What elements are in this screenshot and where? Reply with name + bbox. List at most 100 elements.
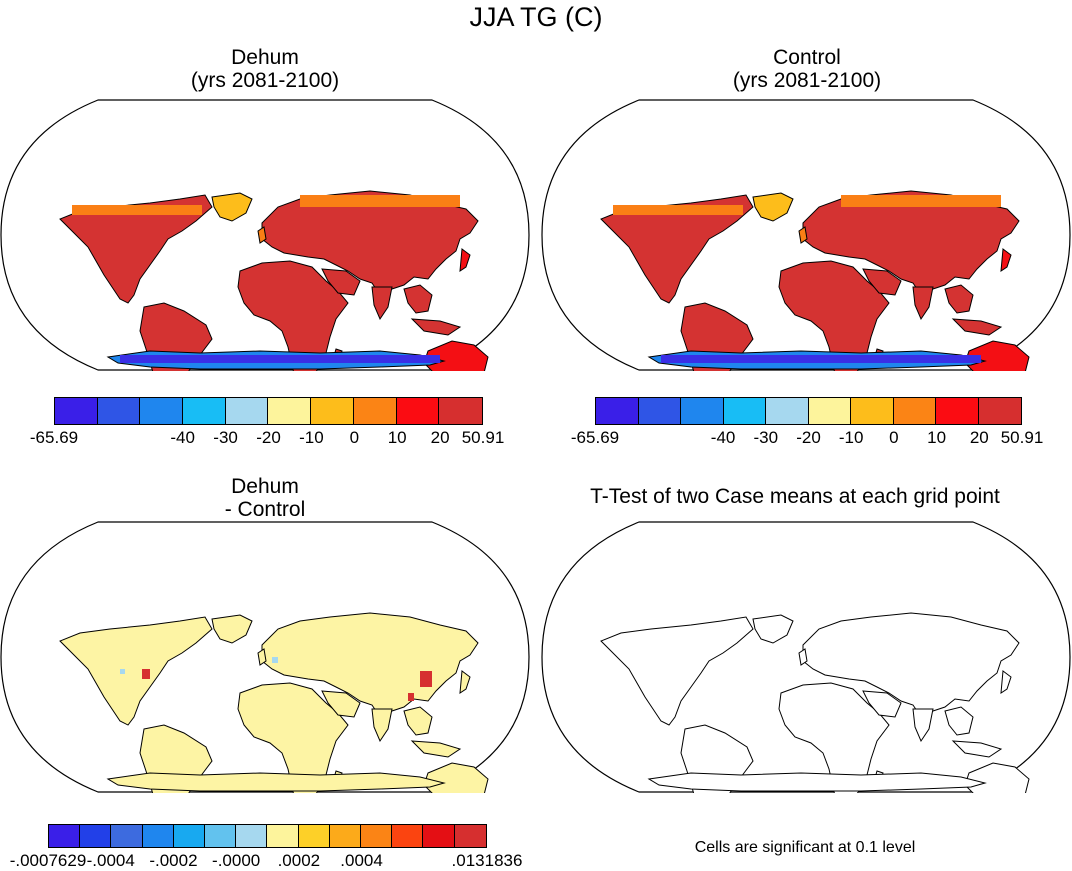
siberia-warm-band (300, 195, 460, 207)
japan-landmass (1000, 670, 1012, 694)
arabia-landmass (862, 690, 902, 718)
colorbar-tick-label: 10 (387, 428, 407, 447)
colorbar-swatch (808, 398, 851, 424)
colorbar-tick-label: -20 (796, 428, 821, 447)
indonesia-landmass (951, 740, 1003, 758)
colorbar-tick-label: -10 (299, 428, 324, 447)
europeAsia-landmass (261, 190, 479, 296)
colorbar-swatch (311, 398, 354, 424)
colorbar-tick-label: 0 (349, 428, 360, 447)
seAsia-landmass (944, 706, 974, 736)
colorbar-tick-label: -.0002 (149, 851, 198, 870)
europeAsia-landmass (261, 612, 479, 718)
colorbar-swatch (723, 398, 766, 424)
south-china-anomaly (408, 693, 414, 701)
diff-title-line2: - Control (224, 498, 306, 521)
colorbar-tick-label: 20 (969, 428, 989, 447)
colorbar-swatch (80, 825, 112, 847)
uk-landmass (798, 226, 808, 244)
colorbar-swatch (142, 825, 174, 847)
us-east-anomaly (142, 669, 150, 679)
antarctica-landmass (106, 772, 446, 792)
colorbar-swatch (55, 398, 98, 424)
arabia-landmass (862, 268, 902, 296)
siberia-warm-band (841, 195, 1001, 207)
colorbar-swatch (936, 398, 979, 424)
colorbar-swatch (439, 398, 482, 424)
colorbar-swatch (851, 398, 894, 424)
seAsia-landmass (944, 284, 974, 314)
northAmerica-landmass (59, 616, 213, 726)
colorbar-tick-label: -.0004 (86, 851, 135, 870)
colorbar-tick-label: -30 (213, 428, 238, 447)
diff-colorbar-labels: -.0007629 -.0004 -.0002 -.0000 .0002 .0004 .01… (0, 849, 530, 871)
control-title-line2: (yrs 2081-2100) (732, 69, 882, 92)
arabia-landmass (321, 690, 361, 718)
greenland-landmass (752, 614, 794, 644)
colorbar-swatch (268, 398, 312, 424)
seAsia-landmass (403, 284, 433, 314)
colorbar-swatch (173, 825, 206, 847)
colorbar-tick-label: 50.91 (1000, 428, 1044, 447)
antarctica-interior (661, 355, 981, 363)
colorbar-swatch (392, 825, 424, 847)
europe-cool-cell (272, 657, 278, 663)
europeAsia-landmass (802, 612, 1020, 718)
greenland-landmass (211, 614, 253, 644)
colorbar-tick-label: -.0000 (212, 851, 261, 870)
colorbar-tick-label: 50.91 (461, 428, 505, 447)
colorbar-swatch (681, 398, 724, 424)
dehum-map (0, 99, 530, 371)
australia-landmass (423, 762, 489, 793)
control-panel-title: Control (yrs 2081-2100) (657, 46, 957, 92)
dehum-title-line1: Dehum (231, 46, 299, 69)
significance-note: Cells are significant at 0.1 level (694, 839, 916, 856)
colorbar-swatch (454, 825, 486, 847)
dehum-colorbar (54, 397, 483, 425)
colorbar-tick-label: -40 (710, 428, 736, 447)
colorbar-swatch (423, 825, 455, 847)
control-colorbar-labels: -65.69 -40 -30 -20 -10 0 10 20 50.91 (0, 426, 1072, 448)
colorbar-tick-label: -30 (753, 428, 779, 447)
uk-landmass (798, 648, 808, 666)
india-landmass (371, 286, 393, 321)
indonesia-landmass (951, 318, 1003, 336)
diff-panel-title: Dehum - Control (115, 475, 415, 521)
antarctica-landmass (647, 772, 987, 792)
japan-landmass (459, 248, 471, 272)
colorbar-swatch (396, 398, 440, 424)
diff-title-line1: Dehum (231, 475, 299, 498)
colorbar-swatch (361, 825, 393, 847)
colorbar-swatch (111, 825, 143, 847)
northAmerica-landmass (600, 616, 754, 726)
colorbar-swatch (353, 398, 397, 424)
arctic-warm-band (613, 205, 743, 215)
dehum-panel-title: Dehum (yrs 2081-2100) (115, 46, 415, 92)
colorbar-swatch (766, 398, 809, 424)
colorbar-tick-label: -65.69 (570, 428, 620, 447)
australia-landmass (964, 762, 1030, 793)
colorbar-tick-label: -.0007629 (9, 851, 87, 870)
colorbar-tick-label: 0 (889, 428, 899, 447)
colorbar-swatch (267, 825, 299, 847)
colorbar-swatch (329, 825, 362, 847)
control-map (541, 99, 1071, 371)
colorbar-swatch (183, 398, 226, 424)
indonesia-landmass (410, 318, 462, 336)
colorbar-swatch (298, 825, 330, 847)
control-colorbar (595, 397, 1022, 425)
diff-map (0, 521, 530, 793)
colorbar-swatch (638, 398, 681, 424)
colorbar-swatch (205, 825, 237, 847)
colorbar-swatch (236, 825, 268, 847)
india-landmass (912, 708, 934, 743)
colorbar-swatch (97, 398, 141, 424)
colorbar-tick-label: -40 (170, 428, 195, 447)
colorbar-swatch (225, 398, 269, 424)
japan-landmass (1000, 248, 1012, 272)
indonesia-landmass (410, 740, 462, 758)
figure-title: JJA TG (C) (469, 2, 603, 32)
colorbar-tick-label: -10 (838, 428, 864, 447)
ttest-map (541, 521, 1071, 793)
colorbar-tick-label: -65.69 (29, 428, 79, 447)
